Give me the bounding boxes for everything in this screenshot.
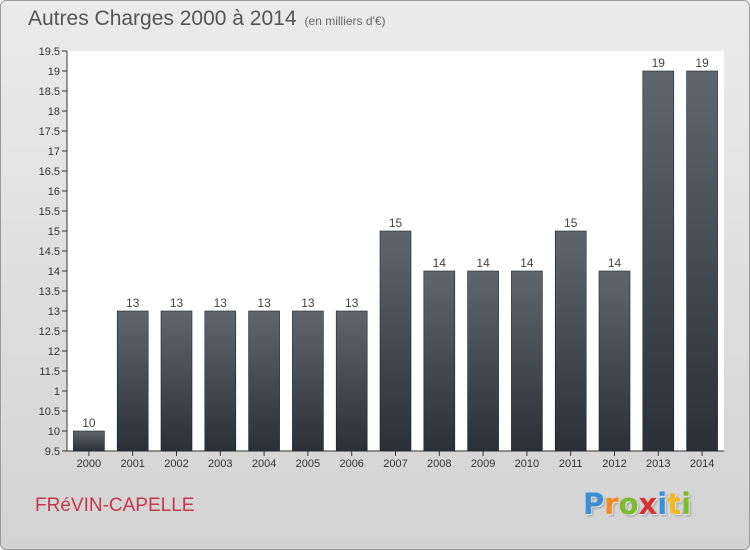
bar (248, 310, 280, 452)
y-tick-label: 12 (48, 346, 60, 358)
y-tick-label: 14.5 (39, 246, 60, 258)
x-tick-label: 2006 (339, 458, 363, 470)
y-tick-label: 19 (48, 66, 60, 78)
bar-value-label: 13 (214, 296, 228, 310)
bar (423, 270, 456, 452)
x-tick-label: 2010 (515, 458, 539, 470)
y-tick-label: 1 (54, 386, 60, 398)
bar-value-label: 19 (652, 56, 666, 70)
chart-title: Autres Charges 2000 à 2014 (en milliers d… (28, 7, 386, 31)
x-tick-label: 2011 (559, 458, 583, 470)
chart-subtitle: (en milliers d'€) (304, 14, 386, 28)
bar (73, 430, 105, 452)
bar-value-label: 13 (126, 296, 140, 310)
y-tick-label: 13.5 (39, 286, 60, 298)
place-name: FRéVIN-CAPELLE (35, 495, 195, 516)
y-tick-label: 16 (48, 186, 60, 198)
brand-letter: t (667, 487, 682, 521)
y-tick-label: 15 (48, 226, 60, 238)
y-tick-label: 15.5 (39, 206, 60, 218)
y-tick-label: 17.5 (39, 126, 60, 138)
bar-value-label: 15 (389, 216, 403, 230)
bar (598, 270, 631, 452)
y-tick-label: 19.5 (39, 46, 60, 58)
bar (554, 230, 587, 452)
bar-value-label: 15 (564, 216, 578, 230)
bar-value-label: 13 (345, 296, 359, 310)
y-tick-label: 11.5 (39, 366, 60, 378)
bar (292, 310, 324, 452)
brand-logo: Proxiti (583, 487, 691, 521)
x-tick-label: 2002 (164, 458, 188, 470)
bar (335, 310, 368, 452)
bar-value-label: 13 (301, 296, 315, 310)
y-tick-label: 9.5 (45, 446, 60, 458)
x-tick-label: 2014 (690, 458, 714, 470)
y-tick-label: 14 (48, 266, 60, 278)
y-tick-label: 10 (48, 426, 60, 438)
brand-letter: i (681, 487, 692, 521)
bar (160, 310, 193, 452)
y-tick-label: 18 (48, 106, 60, 118)
x-tick-label: 2005 (296, 458, 320, 470)
bar-value-label: 14 (476, 256, 490, 270)
bar-value-label: 14 (608, 256, 622, 270)
brand-letter: P (583, 487, 605, 521)
x-axis: 2000 2001 2002 2003 2004 2005 2006 2007 2008 2009… (67, 450, 724, 470)
bar (511, 270, 543, 452)
x-tick-label: 2009 (471, 458, 495, 470)
bar-value-label: 13 (257, 296, 271, 310)
y-tick-label: 16.5 (39, 166, 60, 178)
x-tick-label: 2008 (427, 458, 451, 470)
y-tick-label: 17 (48, 146, 60, 158)
y-tick-label: 13 (48, 306, 60, 318)
x-tick-label: 2001 (120, 458, 144, 470)
bar-value-label: 13 (170, 296, 184, 310)
chart-title-text: Autres Charges 2000 à 2014 (28, 7, 297, 30)
x-tick-label: 2013 (646, 458, 670, 470)
bar (204, 310, 237, 452)
bar-value-label: 19 (695, 56, 709, 70)
x-tick-label: 2004 (252, 458, 276, 470)
y-tick-label: 10.5 (39, 406, 60, 418)
bars-group: 10 13 13 13 13 13 13 15 14 14 14 15 14 19 19 (73, 56, 718, 452)
brand-letter: r (604, 487, 619, 521)
bar (642, 70, 675, 452)
bar (379, 230, 412, 452)
bar-value-label: 14 (520, 256, 534, 270)
brand-letter: x (638, 487, 658, 521)
y-tick-label: 18.5 (39, 86, 60, 98)
bar (467, 270, 499, 452)
bar (686, 70, 718, 452)
brand-letter: o (618, 487, 639, 521)
x-tick-label: 2012 (602, 458, 626, 470)
x-tick-label: 2007 (383, 458, 407, 470)
x-tick-label: 2003 (208, 458, 232, 470)
bar-value-label: 10 (82, 416, 96, 430)
y-tick-label: 12.5 (39, 326, 60, 338)
x-tick-label: 2000 (77, 458, 101, 470)
bar (116, 310, 149, 452)
brand-letter: i (657, 487, 668, 521)
y-axis: 9.5 10 10.5 1 11.5 12 12.5 13 13.5 14 14.5 15 15.5 16… (39, 46, 68, 458)
bar-value-label: 14 (433, 256, 447, 270)
